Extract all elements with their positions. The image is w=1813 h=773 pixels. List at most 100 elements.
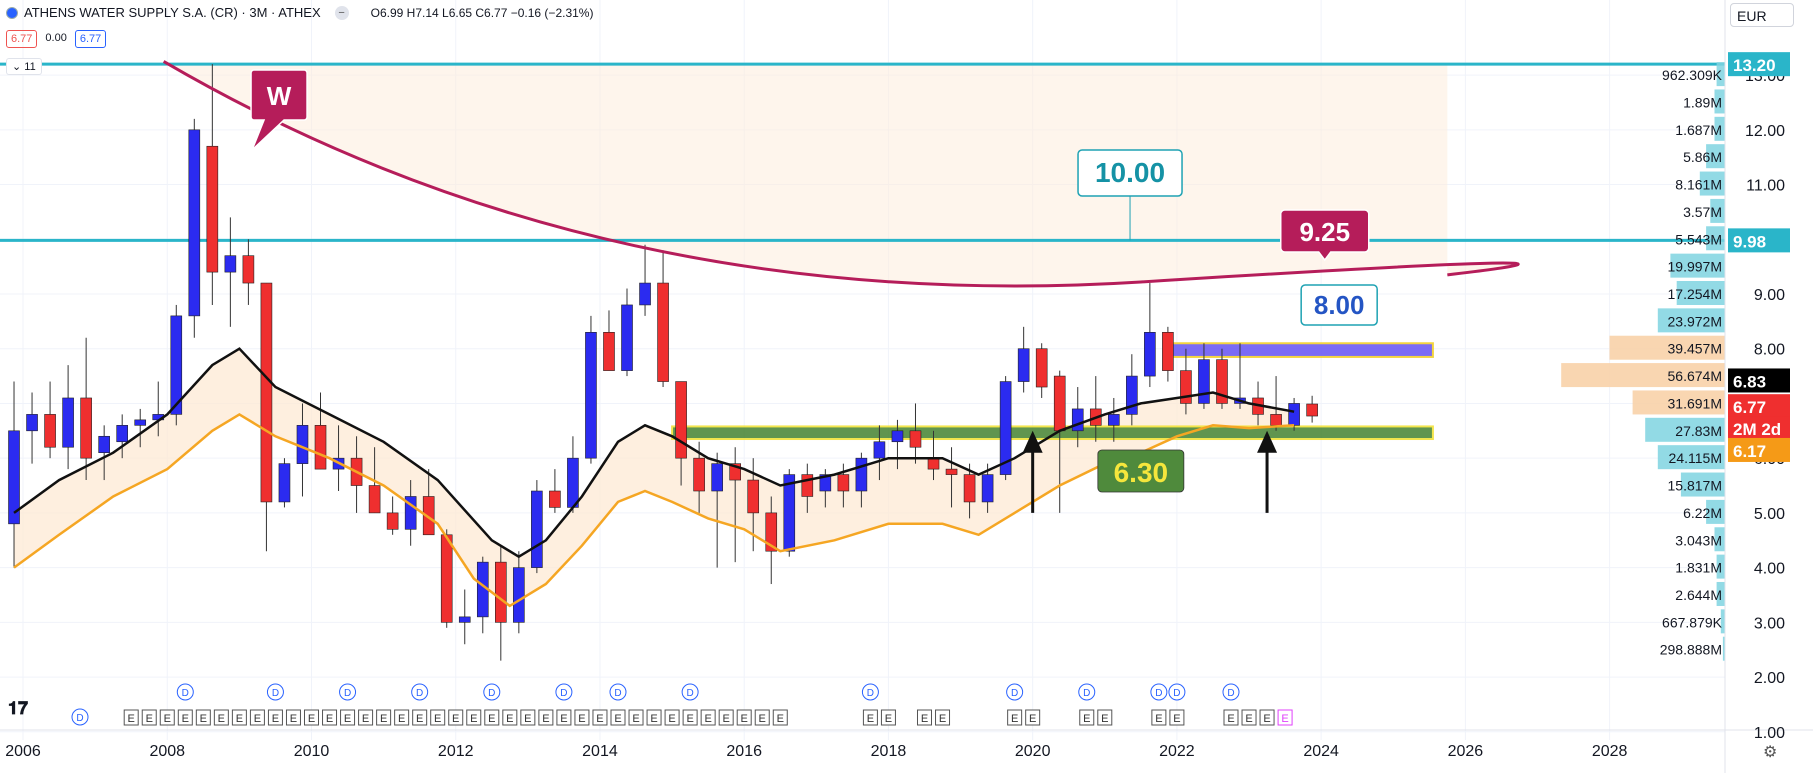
candle-body: [1035, 348, 1048, 388]
earnings-marker-label: E: [488, 713, 495, 725]
candle-body: [98, 435, 110, 453]
currency-button[interactable]: EUR: [1730, 3, 1794, 27]
w-callout-bubble: [250, 69, 308, 151]
tradingview-logo-icon[interactable]: 𝟏𝟕: [8, 698, 29, 718]
earnings-marker-label: E: [1245, 713, 1252, 725]
earnings-marker: [628, 709, 644, 726]
ma-slow-line: [13, 412, 1295, 608]
earnings-marker: [213, 709, 229, 726]
support-label: 6.30: [1114, 457, 1169, 488]
y-axis[interactable]: 13.0012.0011.0010.009.008.007.006.005.00…: [1724, 0, 1790, 773]
volume-profile-label: 24.115M: [1669, 450, 1722, 466]
candle-body: [729, 463, 741, 481]
volume-profile-label: 3.043M: [1675, 532, 1722, 548]
earnings-marker: [736, 709, 752, 726]
candle-body: [1144, 332, 1156, 377]
volume-profile-bar: [1670, 253, 1725, 278]
x-axis[interactable]: 2006 2008 2010 2012 2014 2016 2018 2020 2022 2024…: [5, 743, 1627, 760]
earnings-marker: [430, 709, 446, 726]
candle-body: [314, 425, 327, 470]
dividend-marker: [411, 683, 429, 701]
dividend-marker: [555, 683, 573, 701]
earnings-marker-label: E: [542, 713, 549, 725]
volume-profile-bar: [1706, 144, 1725, 169]
candle-body: [206, 145, 219, 273]
dividend-marker-label: D: [416, 688, 423, 699]
y-tick-label: 4.00: [1754, 561, 1785, 578]
resistance-box: [1300, 284, 1378, 326]
volume-profile-label: 1.687M: [1675, 122, 1722, 138]
volume-profile-bar: [1657, 308, 1725, 333]
candle-body: [458, 616, 471, 623]
volume-profile-bar: [1561, 363, 1725, 388]
earnings-marker-label: E: [1155, 713, 1162, 725]
horizontal-lines[interactable]: [0, 62, 1725, 242]
zones[interactable]: [671, 342, 1434, 441]
earnings-marker: [267, 709, 283, 726]
candle-body: [855, 457, 868, 492]
earnings-marker-label: E: [308, 713, 315, 725]
volume-profile-label: 17.254M: [1668, 286, 1722, 302]
earnings-marker: [772, 709, 788, 726]
earnings-marker-label: E: [272, 713, 279, 725]
spread-value: 0.00: [45, 32, 67, 44]
earnings-marker-label: E: [254, 713, 261, 725]
earnings-marker: [1259, 709, 1275, 726]
earnings-marker-label: E: [741, 713, 748, 725]
earnings-marker: [123, 709, 139, 726]
earnings-marker: [195, 709, 211, 726]
events-row[interactable]: D D D D D D D D D D D D D DE E E E E E E E E E E E E E E E E E E E E E E E E E…: [71, 683, 1293, 726]
candle-body: [1306, 403, 1318, 417]
earnings-marker: [682, 709, 698, 726]
candle-body: [711, 463, 723, 492]
moving-averages: [13, 347, 1295, 608]
price-tag-label: 2M 2d: [1733, 420, 1781, 439]
y-tick-label: 5.00: [1754, 506, 1785, 523]
y-tick-label: 12.00: [1745, 123, 1785, 140]
candle-body: [26, 414, 38, 432]
price-tag-label: 9.98: [1733, 232, 1766, 251]
settings-gear-icon[interactable]: ⚙: [1763, 744, 1778, 761]
earnings-marker-label: E: [777, 713, 784, 725]
dividend-marker-label: D: [272, 688, 279, 699]
collapse-icon[interactable]: −: [334, 5, 349, 20]
volume-profile-label: 5.543M: [1675, 231, 1722, 247]
volume-profile-label: 31.691M: [1668, 395, 1722, 411]
candle-body: [170, 315, 183, 415]
volume-profile-label: 667.879K: [1662, 614, 1723, 630]
x-tick-label: 2008: [149, 743, 185, 760]
candle-body: [657, 282, 669, 382]
indicator-toggle[interactable]: ⌄ 11: [6, 58, 42, 75]
dividend-marker: [1168, 683, 1186, 701]
earnings-marker-label: E: [344, 713, 351, 725]
volume-profile-label: 27.83M: [1675, 423, 1722, 439]
earnings-marker: [340, 709, 356, 726]
buy-price-button[interactable]: 6.77: [74, 30, 107, 48]
volume-profile-label: 39.457M: [1668, 341, 1722, 357]
earnings-marker-label: E: [867, 713, 874, 725]
candle-body: [1017, 348, 1030, 382]
candle-body: [639, 282, 651, 306]
symbol-title[interactable]: ATHENS WATER SUPPLY S.A. (CR) · 3M · ATH…: [24, 5, 321, 20]
price-tag-bg: [1728, 394, 1790, 419]
x-tick-label: 2016: [726, 743, 762, 760]
candle-body: [1053, 375, 1066, 432]
earnings-marker: [1025, 709, 1041, 726]
annotations[interactable]: W 10.00 9.25 8.00 6.30: [250, 69, 1378, 513]
earnings-marker-label: E: [164, 713, 171, 725]
earnings-marker-label: E: [146, 713, 153, 725]
dividend-marker-label: D: [182, 688, 189, 699]
volume-profile-bar: [1609, 335, 1725, 360]
earnings-marker: [574, 709, 590, 726]
earnings-marker: [448, 709, 464, 726]
earnings-marker: [303, 709, 319, 726]
price-tag-bg: [1728, 437, 1790, 462]
support-zone: [671, 425, 1434, 441]
volume-profile-bar: [1706, 499, 1725, 524]
earnings-marker-label: E: [380, 713, 387, 725]
volume-profile-label: 5.86M: [1683, 149, 1722, 165]
arc-drawing[interactable]: [162, 60, 1520, 288]
earnings-marker: [177, 709, 193, 726]
sell-price-button[interactable]: 6.77: [6, 30, 38, 48]
